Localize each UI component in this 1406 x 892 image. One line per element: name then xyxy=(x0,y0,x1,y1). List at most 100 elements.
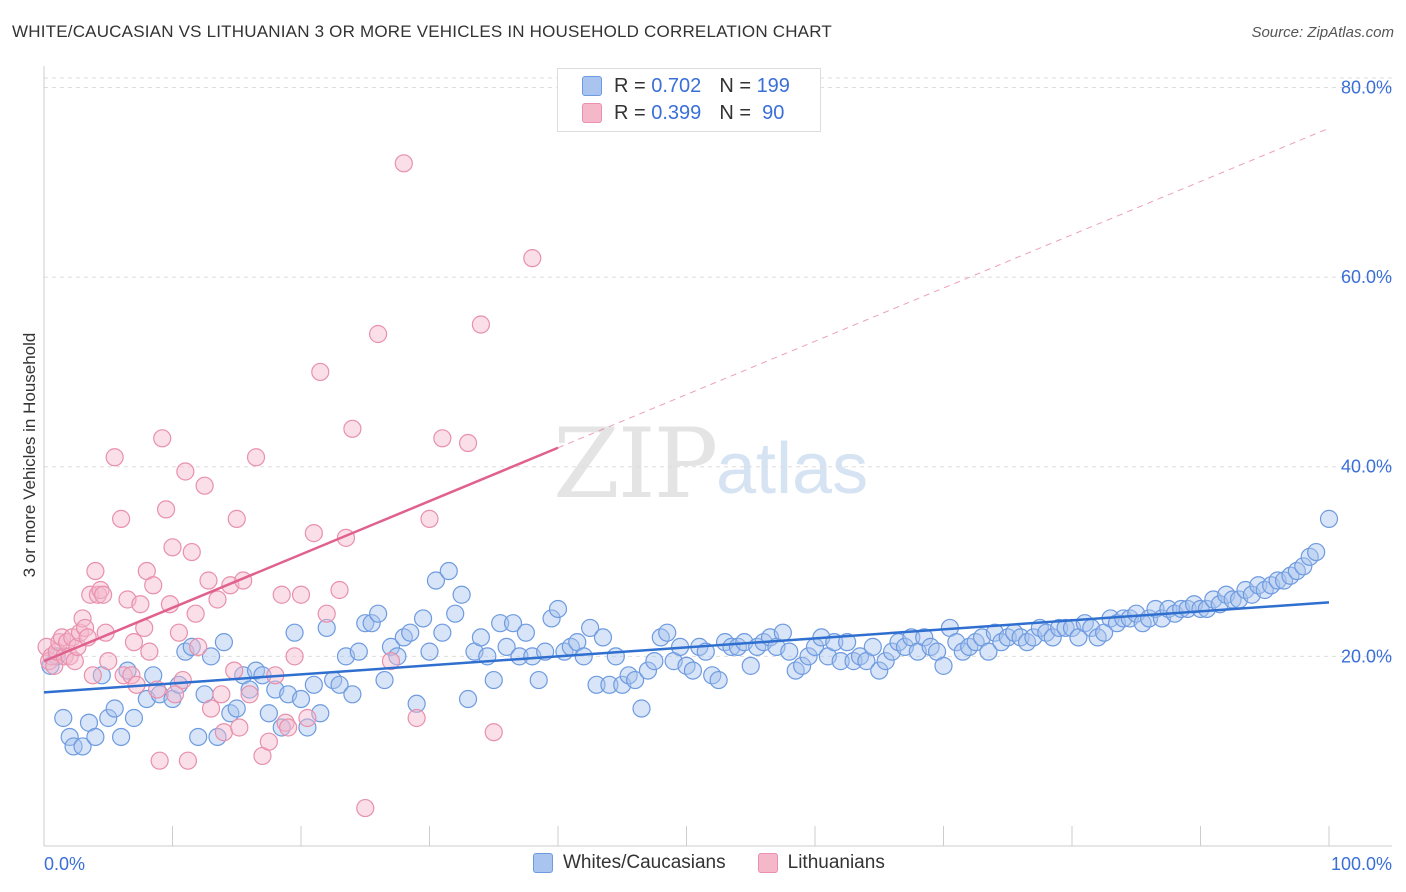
point-whites xyxy=(632,699,651,718)
point-whites xyxy=(99,708,118,728)
point-lithuanians xyxy=(227,509,246,528)
legend-r-value: 0.702 xyxy=(651,74,702,97)
point-lithuanians xyxy=(311,362,330,382)
point-whites xyxy=(413,609,433,628)
point-whites xyxy=(979,642,998,661)
point-lithuanians xyxy=(163,538,182,557)
point-lithuanians xyxy=(201,699,221,718)
point-lithuanians xyxy=(165,685,185,704)
point-whites xyxy=(182,637,201,656)
point-whites xyxy=(503,614,523,633)
point-lithuanians xyxy=(124,633,144,652)
point-whites xyxy=(625,670,645,690)
point-whites xyxy=(227,699,246,718)
point-whites xyxy=(491,614,510,633)
point-whites xyxy=(593,628,613,647)
legend-n-label: N = xyxy=(719,74,751,97)
point-lithuanians xyxy=(208,590,227,609)
point-whites xyxy=(189,727,208,747)
point-lithuanians xyxy=(356,798,375,818)
point-lithuanians xyxy=(230,718,249,737)
point-whites xyxy=(516,623,535,642)
point-lithuanians xyxy=(225,661,244,680)
point-whites xyxy=(638,661,658,680)
point-whites xyxy=(214,633,233,652)
point-lithuanians xyxy=(88,585,108,604)
point-lithuanians xyxy=(279,718,298,737)
point-whites xyxy=(606,647,625,666)
x-tick-label: 100.0% xyxy=(1331,854,1392,874)
point-lithuanians xyxy=(272,585,291,604)
point-lithuanians xyxy=(212,685,231,704)
point-whites xyxy=(60,727,79,747)
point-whites xyxy=(452,585,471,604)
series-label-lithuanians: Lithuanians xyxy=(787,852,885,873)
point-whites xyxy=(439,561,458,581)
point-lithuanians xyxy=(140,642,159,661)
point-whites xyxy=(1050,618,1069,638)
legend-r-label: R = xyxy=(614,101,646,124)
point-whites xyxy=(426,571,446,590)
legend-r-value: 0.399 xyxy=(651,101,702,124)
point-whites xyxy=(934,656,953,675)
point-whites xyxy=(484,670,503,690)
point-lithuanians xyxy=(420,509,439,528)
point-whites xyxy=(240,680,259,699)
point-lithuanians xyxy=(122,666,141,685)
point-lithuanians xyxy=(99,652,118,671)
point-whites xyxy=(401,623,420,642)
point-whites xyxy=(542,609,561,628)
series-legend: Whites/Caucasians Lithuanians xyxy=(533,852,917,874)
series-swatch-blue xyxy=(533,853,553,873)
point-whites xyxy=(369,604,388,623)
legend-swatch-blue xyxy=(582,76,602,96)
point-whites xyxy=(870,661,889,680)
point-lithuanians xyxy=(381,652,401,671)
point-whites xyxy=(1043,628,1062,647)
point-whites xyxy=(581,618,600,638)
point-lithuanians xyxy=(83,666,102,685)
point-lithuanians xyxy=(156,500,176,519)
point-lithuanians xyxy=(369,324,388,344)
point-whites xyxy=(285,623,304,642)
point-lithuanians xyxy=(173,670,192,690)
point-whites xyxy=(600,675,619,694)
x-tick-label: 0.0% xyxy=(44,854,85,874)
point-whites xyxy=(86,727,105,747)
y-tick-label: 40.0% xyxy=(1341,457,1392,477)
point-lithuanians xyxy=(131,595,150,614)
point-whites xyxy=(658,623,677,642)
point-whites xyxy=(381,637,401,656)
point-whites xyxy=(298,718,317,737)
series-label-whites: Whites/Caucasians xyxy=(563,852,726,873)
point-lithuanians xyxy=(144,576,163,595)
point-whites xyxy=(780,642,799,661)
point-lithuanians xyxy=(407,708,426,728)
point-whites xyxy=(471,628,490,647)
point-lithuanians xyxy=(285,647,304,666)
point-lithuanians xyxy=(471,315,490,334)
point-lithuanians xyxy=(394,154,413,173)
point-whites xyxy=(793,656,812,675)
point-whites xyxy=(201,647,221,666)
point-whites xyxy=(105,699,124,718)
point-whites xyxy=(433,623,452,642)
point-lithuanians xyxy=(195,476,214,495)
point-whites xyxy=(446,604,465,623)
point-lithuanians xyxy=(291,585,311,604)
point-lithuanians xyxy=(189,637,208,656)
y-tick-label: 20.0% xyxy=(1341,646,1392,666)
point-whites xyxy=(458,689,478,709)
point-whites xyxy=(497,637,516,656)
point-lithuanians xyxy=(94,585,113,604)
point-lithuanians xyxy=(105,448,124,467)
point-lithuanians xyxy=(81,585,100,604)
series-swatch-pink xyxy=(757,853,778,873)
point-lithuanians xyxy=(199,571,218,590)
point-lithuanians xyxy=(317,604,336,623)
point-whites xyxy=(1056,618,1075,638)
point-whites xyxy=(1319,509,1339,528)
point-whites xyxy=(773,623,792,642)
y-tick-label: 80.0% xyxy=(1341,77,1392,97)
